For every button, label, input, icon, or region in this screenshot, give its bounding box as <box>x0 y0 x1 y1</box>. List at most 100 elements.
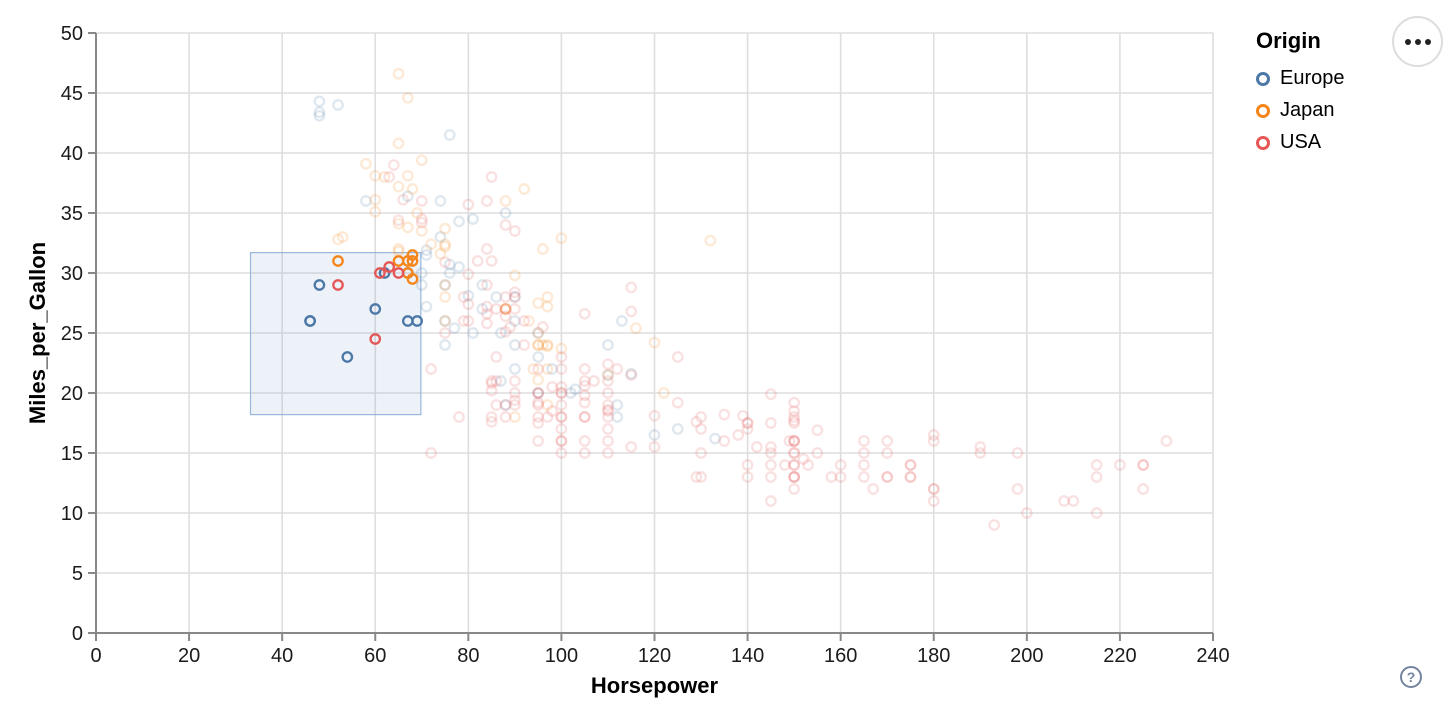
data-point-usa <box>509 286 521 299</box>
data-point-usa <box>532 387 544 399</box>
data-point-europe <box>420 300 433 313</box>
data-point-usa <box>690 415 703 428</box>
legend-title: Origin <box>1256 28 1321 53</box>
data-point-usa <box>481 300 493 313</box>
data-point-japan <box>332 255 344 267</box>
data-point-japan <box>522 315 535 327</box>
data-point-usa <box>788 435 800 447</box>
x-tick-label: 140 <box>731 645 764 667</box>
data-point-usa <box>509 375 521 387</box>
data-point-japan <box>536 243 549 255</box>
data-point-usa <box>481 317 493 330</box>
data-point-japan <box>392 137 405 150</box>
data-point-usa <box>625 281 638 294</box>
data-point-europe <box>401 315 414 327</box>
x-tick-label: 240 <box>1196 645 1229 667</box>
data-point-usa <box>462 315 475 327</box>
data-point-usa <box>383 171 396 183</box>
data-point-japan <box>406 255 419 267</box>
data-point-usa <box>485 375 498 387</box>
data-point-usa <box>425 363 437 375</box>
data-point-usa <box>788 447 800 459</box>
data-point-usa <box>485 255 498 267</box>
x-axis-title: Horsepower <box>590 673 719 698</box>
data-point-usa <box>671 351 684 363</box>
data-point-usa <box>602 403 614 416</box>
data-point-usa <box>415 195 428 207</box>
data-point-europe <box>415 267 428 279</box>
data-point-usa <box>751 441 763 453</box>
data-point-usa <box>555 423 568 435</box>
y-tick-label: 15 <box>61 443 83 465</box>
data-point-usa <box>904 459 917 471</box>
data-point-usa <box>388 159 400 171</box>
data-point-usa <box>602 423 614 435</box>
data-point-usa <box>481 307 493 320</box>
data-point-europe <box>671 423 684 435</box>
data-point-japan <box>360 157 372 170</box>
data-point-japan <box>406 249 419 261</box>
data-point-japan <box>499 303 512 315</box>
data-point-usa <box>881 447 894 459</box>
legend-item-europe: Europe <box>1256 67 1345 89</box>
data-point-usa <box>927 495 940 507</box>
data-point-usa <box>499 325 512 338</box>
data-point-usa <box>1058 495 1070 507</box>
data-point-usa <box>481 279 493 291</box>
data-point-usa <box>555 435 568 447</box>
help-button[interactable]: ? <box>1400 666 1422 688</box>
usa-circle-icon <box>1256 135 1270 150</box>
data-point-usa <box>490 375 503 387</box>
data-point-usa <box>602 447 614 459</box>
data-point-usa <box>555 399 568 411</box>
data-point-europe <box>648 429 661 441</box>
data-point-europe <box>332 99 344 111</box>
data-point-usa <box>904 471 917 483</box>
data-point-europe <box>420 249 433 261</box>
data-point-usa <box>904 459 917 471</box>
x-tick-label: 200 <box>1010 645 1043 667</box>
x-tick-label: 180 <box>917 645 950 667</box>
data-point-japan <box>630 322 642 335</box>
data-point-usa <box>546 405 558 417</box>
data-point-europe <box>611 399 624 411</box>
data-point-japan <box>532 373 544 386</box>
data-point-usa <box>490 303 503 315</box>
data-point-europe <box>532 387 544 399</box>
data-point-usa <box>555 351 568 363</box>
x-tick-label: 60 <box>364 645 386 667</box>
data-point-japan <box>434 247 447 260</box>
data-point-usa <box>536 321 549 333</box>
more-options-button[interactable] <box>1392 16 1443 67</box>
data-point-usa <box>602 411 614 423</box>
data-point-usa <box>974 447 987 459</box>
data-point-usa <box>625 369 638 381</box>
data-point-japan <box>532 339 544 351</box>
y-tick-label: 40 <box>61 143 83 165</box>
legend-item-japan: Japan <box>1256 99 1345 121</box>
data-point-usa <box>509 225 521 237</box>
data-point-japan <box>415 154 428 167</box>
data-point-usa <box>509 291 521 303</box>
data-point-usa <box>453 411 465 423</box>
y-tick-label: 30 <box>61 263 83 285</box>
data-point-usa <box>788 471 800 483</box>
data-point-japan <box>499 303 512 315</box>
data-point-usa <box>867 483 880 495</box>
data-point-usa <box>788 405 800 417</box>
data-point-europe <box>546 363 558 375</box>
data-point-usa <box>788 411 800 423</box>
brush-selection[interactable] <box>249 252 422 416</box>
data-point-europe <box>509 291 521 303</box>
data-point-usa <box>1090 507 1103 519</box>
data-point-usa <box>927 435 940 447</box>
data-point-japan <box>536 339 549 351</box>
data-point-japan <box>401 91 414 104</box>
legend: Origin Europe Japan USA <box>1256 28 1345 164</box>
data-point-europe <box>439 339 451 351</box>
data-point-usa <box>611 363 624 375</box>
data-point-europe <box>602 339 614 351</box>
y-tick-label: 5 <box>72 563 83 585</box>
